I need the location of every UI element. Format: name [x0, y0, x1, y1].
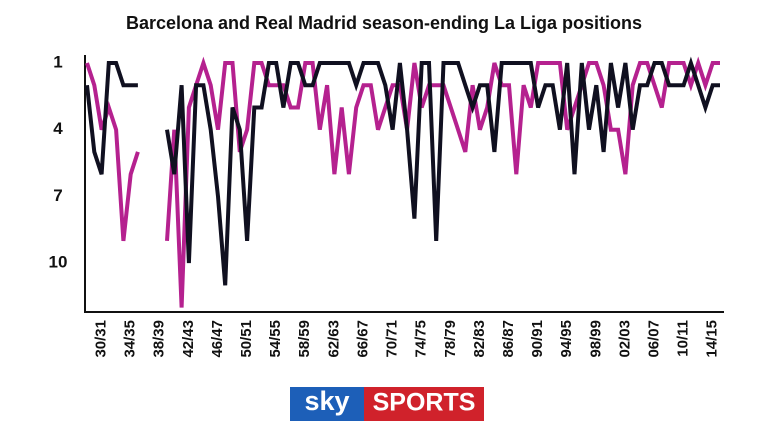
x-tick-label: 34/35 [122, 320, 139, 358]
logo-sports-box [364, 387, 484, 421]
x-tick-label: 66/67 [354, 320, 371, 358]
chart-title: Barcelona and Real Madrid season-ending … [126, 13, 642, 33]
x-tick-label: 98/99 [587, 320, 604, 358]
x-tick-label: 90/91 [529, 320, 546, 358]
y-tick-label: 1 [53, 52, 62, 71]
y-tick-label: 7 [53, 186, 62, 205]
x-tick-label: 42/43 [180, 320, 197, 358]
x-tick-label: 06/07 [645, 320, 662, 358]
x-tick-label: 58/59 [296, 320, 313, 358]
x-tick-label: 54/55 [267, 320, 284, 358]
logo-sky: sky [304, 386, 349, 416]
y-tick-label: 4 [53, 119, 63, 138]
x-tick-label: 46/47 [209, 320, 226, 358]
x-tick-label: 78/79 [442, 320, 459, 358]
x-tick-label: 10/11 [675, 320, 692, 357]
x-tick-label: 50/51 [238, 320, 255, 358]
y-tick-label: 10 [49, 253, 68, 272]
x-tick-label: 02/03 [616, 320, 633, 358]
logo-sports: SPORTS [373, 389, 476, 417]
logo: sky SPORTS [290, 386, 484, 421]
x-tick-label: 30/31 [93, 320, 110, 358]
x-tick-label: 82/83 [471, 320, 488, 358]
x-tick-label: 38/39 [151, 320, 168, 358]
x-tick-label: 74/75 [413, 320, 430, 358]
series-line [85, 56, 720, 286]
x-tick-label: 70/71 [384, 320, 401, 358]
x-tick-label: 86/87 [500, 320, 517, 358]
x-tick-label: 94/95 [558, 320, 575, 358]
x-tick-label: 62/63 [325, 320, 342, 358]
x-tick-label: 14/15 [704, 320, 721, 358]
logo-sky-box [290, 387, 364, 421]
